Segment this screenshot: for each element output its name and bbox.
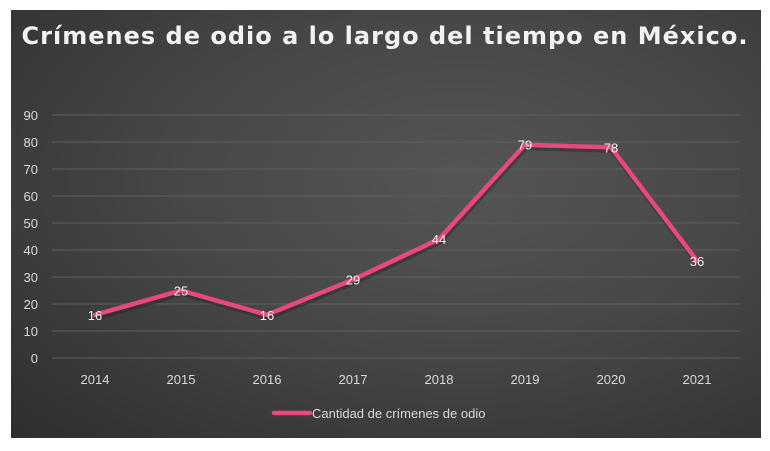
data-label: 16 <box>88 308 102 323</box>
y-tick-label: 70 <box>24 162 38 177</box>
data-label: 78 <box>604 140 618 155</box>
data-label: 29 <box>346 273 360 288</box>
y-tick-label: 10 <box>24 324 38 339</box>
chart-title: Crímenes de odio a lo largo del tiempo e… <box>21 22 749 50</box>
y-tick-label: 30 <box>24 270 38 285</box>
y-tick-label: 40 <box>24 243 38 258</box>
data-label: 16 <box>260 308 274 323</box>
y-tick-label: 80 <box>24 135 38 150</box>
chart-area <box>11 10 761 438</box>
y-tick-label: 0 <box>31 351 38 366</box>
y-tick-label: 90 <box>24 108 38 123</box>
y-tick-label: 60 <box>24 189 38 204</box>
y-tick-label: 20 <box>24 297 38 312</box>
x-tick-label: 2018 <box>425 372 454 387</box>
series-line <box>92 142 700 318</box>
x-tick-label: 2020 <box>597 372 626 387</box>
data-label: 44 <box>432 232 446 247</box>
x-tick-label: 2019 <box>511 372 540 387</box>
data-label: 36 <box>690 254 704 269</box>
series-line-shadow <box>95 145 700 321</box>
x-tick-label: 2016 <box>253 372 282 387</box>
y-tick-label: 50 <box>24 216 38 231</box>
legend-label: Cantidad de crímenes de odio <box>312 406 485 421</box>
data-label: 25 <box>174 284 188 299</box>
data-label: 79 <box>518 138 532 153</box>
x-tick-label: 2014 <box>81 372 110 387</box>
x-tick-label: 2015 <box>167 372 196 387</box>
x-tick-label: 2017 <box>339 372 368 387</box>
x-tick-label: 2021 <box>683 372 712 387</box>
